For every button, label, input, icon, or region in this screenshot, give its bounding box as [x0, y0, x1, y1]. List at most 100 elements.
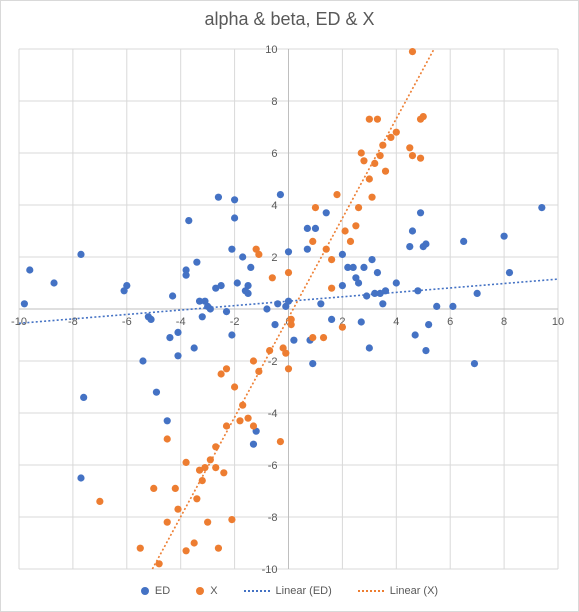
point-x — [408, 48, 417, 56]
point-ed — [182, 266, 190, 274]
point-x — [287, 321, 295, 329]
point-ed — [166, 334, 174, 342]
point-x — [193, 495, 201, 503]
point-x — [150, 484, 158, 492]
point-x — [371, 159, 379, 167]
y-tick-label: -8 — [268, 512, 278, 524]
point-ed — [392, 279, 400, 287]
point-ed — [500, 232, 508, 240]
point-ed — [328, 315, 336, 323]
y-tick-label: -2 — [268, 356, 278, 368]
legend-label-ed: ED — [154, 585, 171, 597]
point-ed — [77, 474, 85, 482]
point-x — [266, 347, 274, 355]
point-x — [276, 438, 285, 446]
point-x — [214, 544, 223, 552]
point-x — [368, 193, 376, 201]
point-ed — [338, 250, 346, 258]
point-x — [333, 191, 341, 199]
point-x — [346, 237, 355, 245]
point-ed — [422, 347, 430, 355]
legend-line-linear-x — [357, 590, 384, 592]
point-x — [408, 152, 417, 160]
point-ed — [206, 305, 214, 313]
point-x — [190, 539, 198, 547]
point-ed — [212, 284, 220, 292]
point-x — [311, 204, 320, 212]
point-x — [155, 560, 163, 568]
point-ed — [376, 289, 384, 297]
point-x — [287, 315, 295, 323]
point-ed — [174, 328, 182, 336]
point-ed — [505, 269, 514, 277]
point-ed — [228, 245, 236, 253]
legend-item-ed: ED — [140, 585, 171, 597]
point-x — [182, 547, 190, 555]
point-x — [220, 469, 228, 477]
point-ed — [228, 331, 236, 339]
point-x — [171, 484, 179, 492]
point-ed — [152, 388, 161, 396]
point-ed — [303, 224, 311, 232]
axes — [19, 49, 558, 569]
point-x — [282, 349, 290, 357]
point-x — [365, 175, 373, 183]
legend-label-linear-ed: Linear (ED) — [275, 585, 332, 597]
point-x — [309, 334, 317, 342]
point-ed — [473, 289, 481, 297]
x-tick-label: 0 — [285, 316, 291, 328]
point-ed — [460, 237, 468, 245]
point-x — [163, 518, 171, 526]
x-tick-label: -4 — [176, 316, 186, 328]
point-x — [255, 250, 263, 258]
point-ed — [381, 287, 390, 295]
point-x — [354, 204, 363, 212]
point-ed — [214, 193, 223, 201]
point-ed — [344, 263, 352, 271]
y-tick-label: 4 — [271, 200, 277, 212]
legend-item-linear-x: Linear (X) — [357, 585, 439, 597]
x-tick-label: -2 — [230, 316, 240, 328]
point-x — [379, 141, 387, 149]
point-x — [357, 149, 365, 157]
point-ed — [354, 279, 363, 287]
point-x — [222, 365, 231, 373]
point-ed — [360, 263, 368, 271]
point-ed — [284, 248, 293, 256]
point-x — [198, 477, 206, 485]
point-ed — [368, 256, 376, 264]
point-ed — [303, 245, 311, 253]
point-x — [387, 133, 395, 141]
point-x — [360, 157, 368, 165]
point-x — [284, 269, 293, 277]
point-x — [376, 152, 384, 160]
point-x — [419, 113, 427, 121]
point-ed — [365, 344, 373, 352]
point-x — [249, 357, 258, 365]
point-x — [201, 464, 209, 472]
point-ed — [538, 204, 546, 212]
chart-title: alpha & beta, ED & X — [204, 9, 375, 29]
point-x — [136, 544, 144, 552]
legend-label-linear-x: Linear (X) — [389, 585, 439, 597]
y-tick-label: 6 — [271, 148, 277, 160]
point-ed — [26, 266, 34, 274]
point-x — [255, 367, 263, 375]
point-ed — [470, 360, 479, 368]
point-ed — [357, 318, 365, 326]
point-ed — [379, 300, 387, 308]
point-x — [416, 154, 425, 162]
point-x — [381, 167, 390, 175]
point-x — [217, 370, 225, 378]
point-ed — [222, 308, 231, 316]
point-x — [231, 383, 239, 391]
point-ed — [80, 393, 88, 401]
point-ed — [217, 282, 225, 290]
point-x — [365, 115, 373, 123]
point-ed — [311, 224, 320, 232]
point-x — [309, 237, 317, 245]
point-x — [406, 144, 414, 152]
point-ed — [193, 258, 201, 266]
point-x — [268, 274, 276, 282]
